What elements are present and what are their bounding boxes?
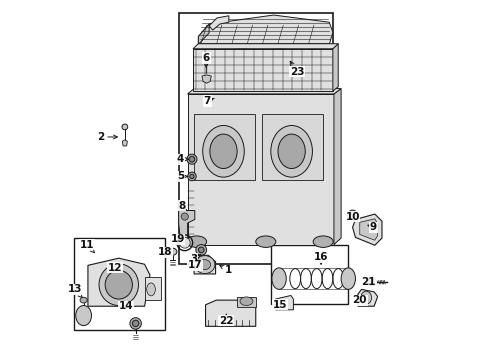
Text: 8: 8 [178, 201, 186, 211]
Ellipse shape [278, 134, 305, 168]
Ellipse shape [210, 134, 237, 168]
Text: 23: 23 [290, 61, 304, 77]
Ellipse shape [130, 318, 141, 329]
Polygon shape [360, 219, 378, 240]
Bar [271, 244, 348, 304]
Bar [179, 13, 333, 264]
Ellipse shape [350, 212, 355, 218]
Ellipse shape [256, 236, 276, 247]
Ellipse shape [198, 247, 204, 253]
Polygon shape [275, 296, 294, 310]
Text: 4: 4 [177, 154, 188, 164]
Ellipse shape [122, 124, 128, 130]
Ellipse shape [199, 260, 211, 270]
Ellipse shape [341, 268, 355, 289]
Text: 18: 18 [158, 247, 172, 257]
Ellipse shape [272, 268, 286, 289]
Polygon shape [333, 44, 338, 91]
Polygon shape [88, 258, 150, 306]
Text: 7: 7 [204, 96, 214, 106]
Text: 22: 22 [219, 314, 234, 325]
Text: 16: 16 [314, 252, 328, 264]
Polygon shape [198, 24, 209, 44]
Bar [237, 297, 256, 307]
Text: 13: 13 [68, 284, 82, 298]
Text: 12: 12 [108, 263, 122, 273]
Ellipse shape [179, 237, 190, 248]
Text: 11: 11 [80, 239, 95, 253]
Ellipse shape [147, 283, 155, 296]
Ellipse shape [240, 297, 253, 306]
Text: 17: 17 [188, 260, 202, 270]
Polygon shape [188, 89, 341, 94]
Polygon shape [198, 15, 333, 50]
Polygon shape [188, 94, 334, 244]
Polygon shape [194, 255, 216, 274]
Ellipse shape [195, 256, 215, 274]
Ellipse shape [271, 126, 313, 177]
Polygon shape [193, 44, 338, 49]
Polygon shape [179, 211, 195, 241]
Polygon shape [205, 300, 256, 326]
Text: 1: 1 [220, 265, 232, 275]
Ellipse shape [313, 236, 333, 247]
Polygon shape [367, 279, 378, 286]
Ellipse shape [189, 156, 195, 162]
Ellipse shape [188, 172, 196, 181]
Text: 15: 15 [273, 300, 288, 310]
Text: 6: 6 [203, 53, 210, 67]
Ellipse shape [190, 174, 194, 179]
Polygon shape [353, 214, 382, 245]
Text: 19: 19 [171, 234, 185, 244]
Polygon shape [202, 75, 211, 83]
Ellipse shape [132, 320, 139, 327]
Text: 20: 20 [352, 295, 367, 305]
Polygon shape [122, 140, 127, 146]
Polygon shape [358, 289, 378, 306]
Polygon shape [209, 16, 229, 30]
Text: 3: 3 [191, 254, 201, 264]
Bar [194, 114, 255, 180]
Polygon shape [334, 89, 341, 244]
Ellipse shape [99, 264, 139, 306]
Bar [74, 238, 165, 330]
Ellipse shape [196, 244, 207, 255]
Text: 2: 2 [97, 132, 118, 142]
Text: 10: 10 [345, 212, 360, 221]
Ellipse shape [347, 210, 358, 220]
Ellipse shape [361, 291, 371, 304]
Ellipse shape [187, 236, 207, 247]
Text: 5: 5 [177, 171, 188, 181]
Ellipse shape [105, 270, 132, 299]
Text: 21: 21 [362, 277, 376, 287]
Ellipse shape [181, 213, 188, 220]
Ellipse shape [187, 154, 197, 164]
Ellipse shape [168, 248, 177, 255]
Bar [145, 277, 161, 300]
Bar [193, 49, 333, 91]
Text: 14: 14 [119, 301, 133, 311]
Text: 9: 9 [368, 222, 377, 232]
Bar [262, 114, 323, 180]
Ellipse shape [203, 126, 245, 177]
Ellipse shape [76, 306, 92, 325]
Ellipse shape [80, 297, 87, 303]
